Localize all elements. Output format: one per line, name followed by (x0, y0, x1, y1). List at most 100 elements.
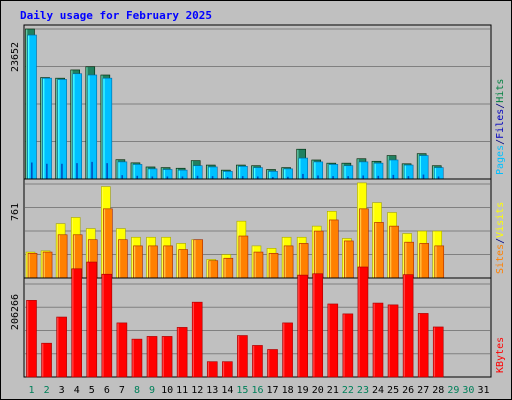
bar-pages (27, 34, 37, 180)
bar-kbytes (267, 349, 278, 378)
bar-files (241, 176, 244, 179)
bar-kbytes (176, 327, 188, 378)
panel-kbytes: 206266 KBytes (10, 261, 506, 378)
bar-sites (103, 208, 113, 279)
day-label: 31 (477, 385, 489, 396)
legend-entry: Pages (495, 145, 506, 175)
legend-entry: Sites (495, 244, 506, 274)
day-label: 27 (417, 385, 429, 396)
bar-files (46, 163, 48, 179)
bar-files (226, 177, 229, 179)
bar-kbytes (101, 273, 113, 378)
day-label: 10 (161, 385, 173, 396)
bar-kbytes (222, 361, 233, 378)
panel-max-label: 23652 (10, 42, 21, 72)
bar-files (347, 176, 349, 179)
day-label: 7 (119, 385, 125, 396)
day-label: 20 (312, 385, 324, 396)
bar-sites (404, 241, 414, 279)
bar-kbytes (146, 336, 158, 378)
day-label: 26 (402, 385, 414, 396)
panel-max-label: 761 (10, 203, 21, 221)
bar-kbytes (342, 313, 354, 378)
bar-sites (118, 239, 128, 279)
legend-entry: Hits (495, 79, 506, 103)
bar-sites (374, 222, 384, 279)
bars-hits (25, 28, 444, 180)
bar-sites (42, 251, 53, 279)
bar-files (272, 177, 274, 179)
bar-sites (133, 245, 143, 279)
bar-files (422, 174, 425, 179)
bar-files (91, 161, 93, 179)
bar-kbytes (116, 322, 128, 378)
bar-sites (389, 225, 399, 279)
legend-entry: Visits (495, 202, 506, 238)
bar-sites (27, 252, 38, 279)
day-label: 11 (176, 385, 188, 396)
bar-sites (328, 219, 339, 279)
bar-kbytes (191, 301, 203, 378)
bar-kbytes (417, 313, 429, 378)
day-label: 1 (29, 385, 35, 396)
bar-files (317, 175, 319, 179)
bar-sites (223, 257, 234, 279)
bars-visits (25, 182, 445, 279)
legend-entry: KBytes (495, 337, 506, 373)
day-label: 9 (149, 385, 155, 396)
day-label: 8 (134, 385, 140, 396)
bar-kbytes (252, 345, 263, 378)
bar-files (136, 175, 139, 179)
bar-sites (193, 239, 204, 279)
bar-files (302, 173, 304, 179)
bar-files (437, 176, 440, 179)
bar-sites (313, 230, 324, 279)
bar-files (166, 176, 169, 179)
bar-files (407, 176, 410, 179)
bar-sites (344, 240, 354, 279)
day-label: 21 (327, 385, 339, 396)
bar-sites (208, 260, 219, 279)
day-label: 28 (432, 385, 444, 396)
day-label: 23 (357, 385, 369, 396)
day-label: 12 (191, 385, 203, 396)
day-label: 5 (89, 385, 95, 396)
bar-sites (419, 243, 429, 279)
legend-entry: / (495, 238, 506, 244)
bar-files (287, 176, 289, 179)
bar-kbytes (237, 335, 248, 378)
bar-kbytes (282, 322, 293, 378)
panel-visits: 761 Sites/Visits (10, 178, 506, 279)
panel-max-label: 206266 (10, 294, 21, 330)
legend-entry: / (495, 139, 506, 145)
day-label: 14 (221, 385, 233, 396)
bar-kbytes (327, 303, 339, 378)
bar-kbytes (41, 342, 52, 378)
day-label: 17 (267, 385, 279, 396)
day-label: 19 (297, 385, 309, 396)
day-label: 16 (251, 385, 263, 396)
bar-kbytes (161, 336, 173, 378)
bars-kbytes (26, 261, 444, 378)
bar-files (332, 176, 334, 179)
bar-files (181, 176, 184, 179)
day-label: 22 (342, 385, 354, 396)
bar-files (121, 175, 123, 179)
day-label: 4 (74, 385, 80, 396)
bar-kbytes (86, 261, 98, 378)
legend-entry: / (495, 103, 506, 109)
day-label: 24 (372, 385, 384, 396)
day-label: 25 (387, 385, 399, 396)
bar-files (362, 175, 365, 179)
day-label: 30 (462, 385, 474, 396)
bar-kbytes (312, 273, 324, 378)
bar-kbytes (206, 361, 218, 378)
bar-sites (298, 243, 309, 279)
bar-kbytes (387, 304, 399, 378)
bar-sites (283, 245, 294, 279)
bar-sites (163, 245, 173, 279)
bar-files (392, 174, 395, 179)
bar-sites (253, 251, 264, 279)
